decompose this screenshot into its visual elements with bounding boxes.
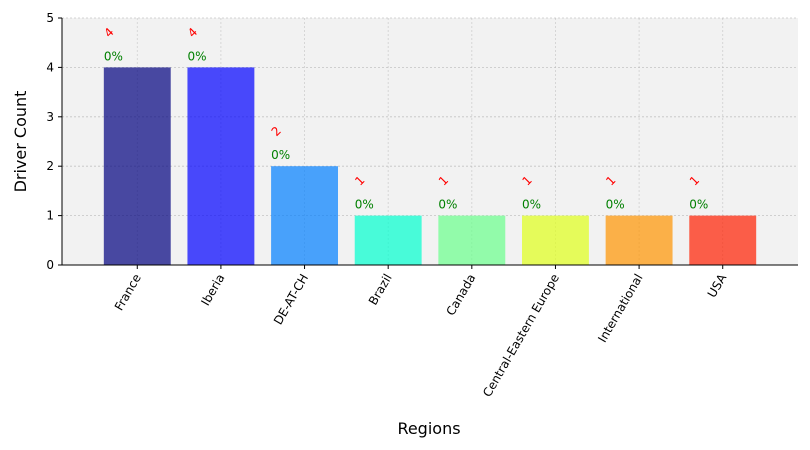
y-tick-label: 5	[46, 11, 54, 25]
bars	[103, 67, 757, 266]
y-ticks: 0 1 2 3 4 5	[46, 11, 62, 272]
bar-france	[103, 67, 171, 266]
x-tick-label: DE-AT-CH	[271, 272, 311, 328]
percent-label: 0%	[438, 198, 457, 212]
y-tick-label: 0	[46, 258, 54, 272]
x-tick-label: Canada	[443, 272, 478, 319]
y-tick-label: 3	[46, 110, 54, 124]
y-tick-label: 1	[46, 209, 54, 223]
x-axis-title: Regions	[397, 419, 460, 438]
plot-background	[62, 18, 798, 265]
percent-label: 0%	[104, 49, 123, 63]
bar-canada	[438, 215, 506, 265]
bar-international	[605, 215, 673, 265]
y-axis-title: Driver Count	[11, 91, 30, 193]
y-tick-label: 2	[46, 159, 54, 173]
y-tick-label: 4	[46, 60, 54, 74]
percent-label: 0%	[689, 198, 708, 212]
x-tick-label: International	[595, 272, 645, 345]
percent-label: 0%	[522, 198, 541, 212]
x-tick-label: USA	[705, 271, 730, 300]
bar-usa	[689, 215, 757, 265]
x-tick-label: Brazil	[366, 272, 395, 308]
x-tick-label: France	[112, 272, 144, 314]
bar-brazil	[354, 215, 422, 265]
percent-label: 0%	[606, 198, 625, 212]
x-tick-label: Central-Eastern Europe	[480, 272, 562, 400]
bar-iberia	[187, 67, 255, 266]
percent-label: 0%	[355, 198, 374, 212]
x-tick-label: Iberia	[198, 272, 227, 309]
x-ticks: France Iberia DE-AT-CH Brazil Canada Central-…	[112, 265, 730, 399]
percent-label: 0%	[271, 148, 290, 162]
percent-label: 0%	[187, 49, 206, 63]
bar-central-eastern-europe	[522, 215, 589, 265]
bar-de-at-ch	[271, 166, 338, 265]
